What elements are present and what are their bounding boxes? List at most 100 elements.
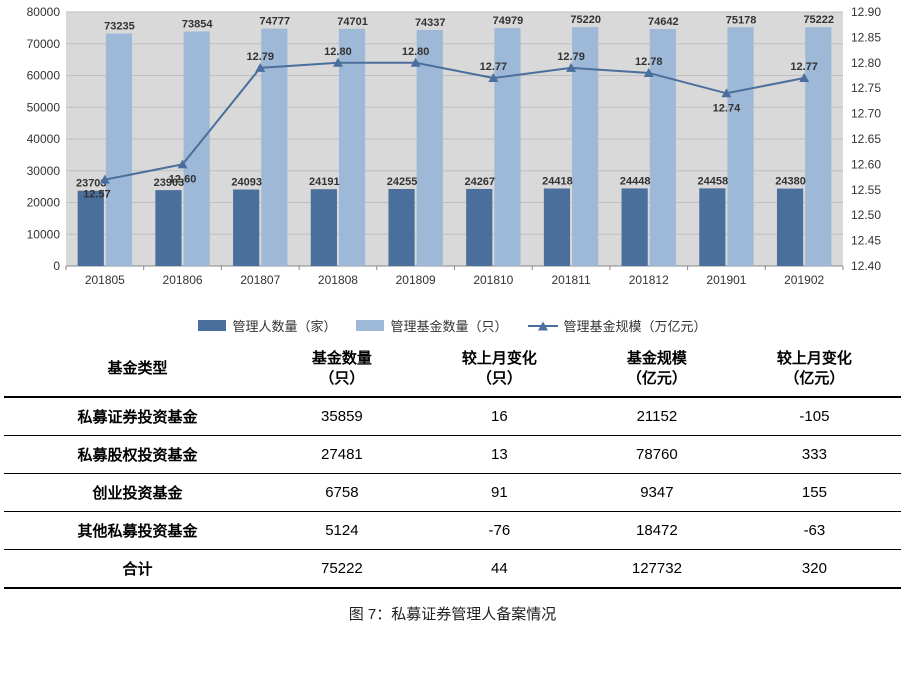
svg-text:201812: 201812 [629,273,669,287]
table-cell: 私募股权投资基金 [4,436,271,474]
svg-text:80000: 80000 [27,5,61,19]
legend: 管理人数量（家） 管理基金数量（只） 管理基金规模（万亿元） [4,316,901,335]
svg-text:24255: 24255 [387,176,418,188]
table-header: 基金数量（只） [271,341,413,397]
table-header: 基金规模（亿元） [586,341,728,397]
svg-text:201805: 201805 [85,273,125,287]
svg-text:12.85: 12.85 [851,30,881,44]
svg-text:24267: 24267 [464,176,495,188]
table-row: 其他私募投资基金5124-7618472-63 [4,512,901,550]
svg-text:75222: 75222 [803,14,834,26]
svg-text:12.79: 12.79 [246,51,274,63]
svg-text:75220: 75220 [570,14,601,26]
svg-text:201809: 201809 [396,273,436,287]
svg-text:201808: 201808 [318,273,358,287]
svg-text:73854: 73854 [182,19,213,31]
combo-chart: 0 10000 20000 30000 40000 50000 60000 70000 8000… [4,4,901,314]
table-row: 私募证券投资基金358591621152-105 [4,397,901,436]
svg-text:12.50: 12.50 [851,208,881,222]
table-cell: 18472 [586,512,728,550]
svg-text:201811: 201811 [551,273,590,287]
svg-text:12.57: 12.57 [83,189,111,201]
legend-swatch [356,320,384,331]
table-row: 私募股权投资基金274811378760333 [4,436,901,474]
svg-text:12.77: 12.77 [790,61,818,73]
svg-text:24380: 24380 [775,176,806,188]
svg-text:24458: 24458 [698,175,729,187]
svg-text:201902: 201902 [784,273,824,287]
table-cell: 127732 [586,550,728,589]
svg-text:12.70: 12.70 [851,107,881,121]
table-cell: 9347 [586,474,728,512]
triangle-icon [538,321,548,330]
svg-text:60000: 60000 [27,69,61,83]
legend-item: 管理基金规模（万亿元） [528,316,707,335]
svg-text:70000: 70000 [27,37,61,51]
table-cell: 16 [413,397,586,436]
table-cell: 创业投资基金 [4,474,271,512]
table-cell: 6758 [271,474,413,512]
svg-text:74337: 74337 [415,17,446,29]
svg-text:12.65: 12.65 [851,132,881,146]
svg-text:73235: 73235 [104,20,135,32]
svg-text:10000: 10000 [27,227,61,241]
table-cell: 私募证券投资基金 [4,397,271,436]
svg-text:50000: 50000 [27,100,61,114]
svg-text:24448: 24448 [620,175,651,187]
svg-text:12.55: 12.55 [851,183,881,197]
svg-text:12.78: 12.78 [635,56,663,68]
svg-text:12.79: 12.79 [557,51,585,63]
table-cell: 78760 [586,436,728,474]
table-cell: 5124 [271,512,413,550]
legend-label: 管理人数量（家） [232,316,336,335]
legend-label: 管理基金规模（万亿元） [564,316,707,335]
svg-text:24418: 24418 [542,175,573,187]
legend-item: 管理基金数量（只） [356,316,507,335]
svg-text:12.40: 12.40 [851,259,881,273]
table-header: 较上月变化（只） [413,341,586,397]
table-header: 基金类型 [4,341,271,397]
legend-swatch [198,320,226,331]
table-row: 合计7522244127732320 [4,550,901,589]
legend-label: 管理基金数量（只） [390,316,507,335]
legend-item: 管理人数量（家） [198,316,336,335]
table-header: 较上月变化（亿元） [728,341,901,397]
svg-text:0: 0 [53,259,60,273]
table-cell: 35859 [271,397,413,436]
svg-text:201901: 201901 [706,273,746,287]
table-cell: 合计 [4,550,271,589]
table-cell: -105 [728,397,901,436]
svg-text:12.60: 12.60 [169,173,197,185]
table-cell: 27481 [271,436,413,474]
table-cell: 91 [413,474,586,512]
legend-line-swatch [528,325,558,327]
table-cell: 13 [413,436,586,474]
svg-text:75178: 75178 [726,14,757,26]
svg-text:201806: 201806 [163,273,203,287]
svg-text:12.60: 12.60 [851,157,881,171]
svg-text:74642: 74642 [648,16,679,28]
svg-text:24093: 24093 [231,177,262,189]
table-cell: 其他私募投资基金 [4,512,271,550]
svg-text:30000: 30000 [27,164,61,178]
svg-text:20000: 20000 [27,196,61,210]
table-cell: -76 [413,512,586,550]
svg-text:74777: 74777 [260,16,291,28]
table-cell: 155 [728,474,901,512]
fund-table: 基金类型基金数量（只）较上月变化（只）基金规模（亿元）较上月变化（亿元） 私募证… [4,341,901,589]
table-row: 创业投资基金6758919347155 [4,474,901,512]
svg-text:74979: 74979 [493,15,524,27]
svg-text:12.77: 12.77 [480,61,508,73]
svg-text:12.80: 12.80 [402,46,430,58]
table-cell: 333 [728,436,901,474]
svg-text:40000: 40000 [27,132,61,146]
svg-text:201807: 201807 [240,273,280,287]
svg-text:74701: 74701 [337,16,368,28]
svg-text:12.90: 12.90 [851,5,881,19]
svg-text:12.80: 12.80 [851,56,881,70]
table-cell: 75222 [271,550,413,589]
table-cell: 21152 [586,397,728,436]
svg-text:12.74: 12.74 [713,102,741,114]
table-cell: 44 [413,550,586,589]
table-cell: 320 [728,550,901,589]
